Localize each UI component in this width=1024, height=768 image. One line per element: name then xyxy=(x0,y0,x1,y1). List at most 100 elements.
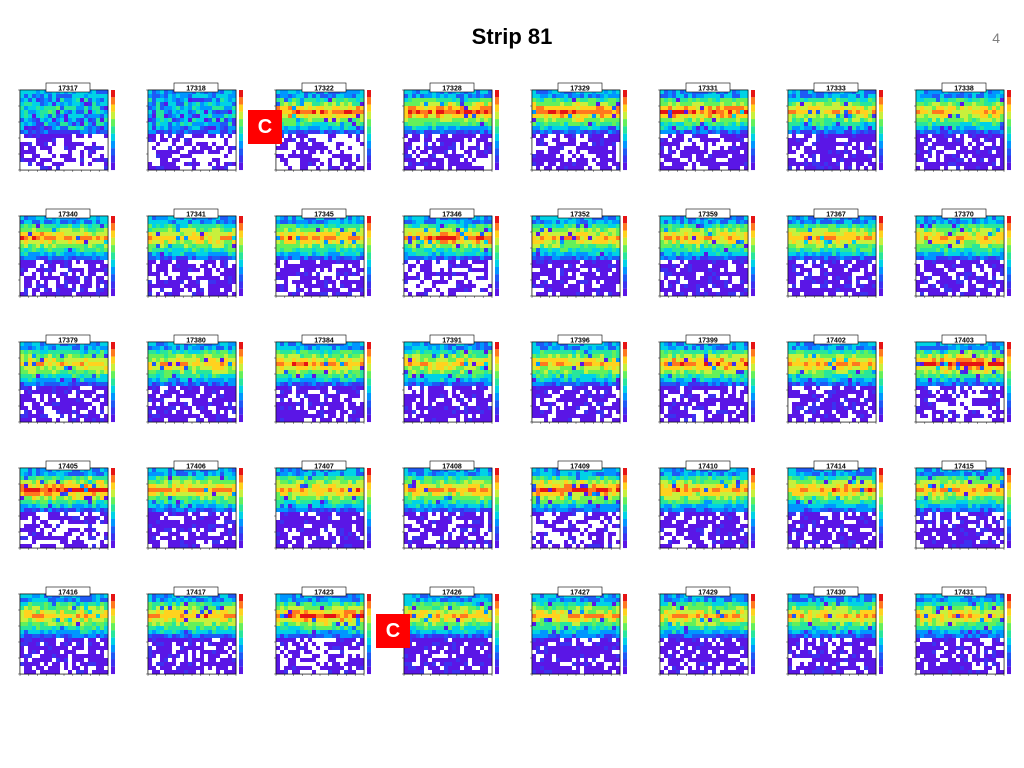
heatmap-cells xyxy=(20,468,109,549)
color-scale-bar xyxy=(751,342,755,423)
color-scale-bar xyxy=(1007,90,1011,171)
panel-title-box xyxy=(429,334,475,345)
panel-title: 17416 xyxy=(58,590,78,597)
heatmap-cells xyxy=(20,594,109,675)
panel-title: 17391 xyxy=(442,338,462,345)
panel-title-box xyxy=(941,208,987,219)
heatmap-cells xyxy=(660,594,749,675)
heatmap-cells xyxy=(148,594,237,675)
heatmap-svg: 17384 xyxy=(274,334,371,424)
heatmap-svg: 17367 xyxy=(786,208,883,298)
heatmap-cells xyxy=(20,342,109,423)
histogram-panel: 17346 xyxy=(396,206,508,306)
heatmap-cells xyxy=(788,342,877,423)
axis-ticks xyxy=(146,341,237,424)
histogram-panel: 17379 xyxy=(12,332,124,432)
axis-ticks xyxy=(402,341,493,424)
heatmap-cells xyxy=(20,216,109,297)
histogram-panel: 17423 xyxy=(268,584,380,684)
heatmap-svg: 17415 xyxy=(914,460,1011,550)
color-scale-bar xyxy=(111,216,115,297)
heatmap-svg: 17423 xyxy=(274,586,371,676)
panel-title: 17430 xyxy=(826,590,846,597)
heatmap-svg: 17406 xyxy=(146,460,243,550)
heatmap-svg: 17414 xyxy=(786,460,883,550)
heatmap-cells xyxy=(404,342,493,423)
histogram-panel: 17405 xyxy=(12,458,124,558)
panel-title-box xyxy=(685,586,731,597)
heatmap-svg: 17429 xyxy=(658,586,755,676)
heatmap-cells xyxy=(916,90,1005,171)
color-scale-bar xyxy=(367,216,371,297)
panel-title: 17403 xyxy=(954,338,974,345)
heatmap-cells xyxy=(532,468,621,549)
panel-title-box xyxy=(941,460,987,471)
heatmap-svg: 17403 xyxy=(914,334,1011,424)
heatmap-svg: 17359 xyxy=(658,208,755,298)
panel-title: 17329 xyxy=(570,86,590,93)
heatmap-svg: 17402 xyxy=(786,334,883,424)
histogram-panel: 17328 xyxy=(396,80,508,180)
panel-title: 17407 xyxy=(314,464,334,471)
heatmap-cells xyxy=(148,216,237,297)
histogram-panel: 17414 xyxy=(780,458,892,558)
panel-title-box xyxy=(813,208,859,219)
heatmap-svg: 17322 xyxy=(274,82,371,172)
color-scale-bar xyxy=(367,90,371,171)
panel-title: 17318 xyxy=(186,86,206,93)
panel-title: 17328 xyxy=(442,86,462,93)
panel-title: 17408 xyxy=(442,464,462,471)
axis-ticks xyxy=(658,593,749,676)
histogram-panel: 17396 xyxy=(524,332,636,432)
axis-ticks xyxy=(18,215,109,298)
axis-ticks xyxy=(146,593,237,676)
color-scale-bar xyxy=(239,216,243,297)
axis-ticks xyxy=(530,215,621,298)
histogram-panel: 17408 xyxy=(396,458,508,558)
panel-title: 17338 xyxy=(954,86,974,93)
histogram-panel: 17367 xyxy=(780,206,892,306)
panel-title-box xyxy=(429,82,475,93)
panel-title: 17345 xyxy=(314,212,334,219)
color-scale-bar xyxy=(751,216,755,297)
panel-title-box xyxy=(813,334,859,345)
histogram-panel: 17410 xyxy=(652,458,764,558)
heatmap-svg: 17328 xyxy=(402,82,499,172)
panel-title: 17402 xyxy=(826,338,846,345)
axis-ticks xyxy=(274,341,365,424)
color-scale-bar xyxy=(879,90,883,171)
heatmap-cells xyxy=(660,216,749,297)
heatmap-cells xyxy=(660,468,749,549)
axis-ticks xyxy=(18,341,109,424)
panel-title-box xyxy=(301,586,347,597)
heatmap-svg: 17417 xyxy=(146,586,243,676)
axis-ticks xyxy=(658,215,749,298)
heatmap-cells xyxy=(148,468,237,549)
axis-ticks xyxy=(914,89,1005,172)
histogram-panel: 17359 xyxy=(652,206,764,306)
axis-ticks xyxy=(658,341,749,424)
axis-ticks xyxy=(658,89,749,172)
heatmap-cells xyxy=(660,90,749,171)
color-scale-bar xyxy=(1007,342,1011,423)
panel-title: 17384 xyxy=(314,338,334,345)
panel-title-box xyxy=(813,586,859,597)
heatmap-svg: 17318 xyxy=(146,82,243,172)
panel-title: 17333 xyxy=(826,86,846,93)
heatmap-svg: 17391 xyxy=(402,334,499,424)
histogram-panel: 17317 xyxy=(12,80,124,180)
histogram-panel: 17340 xyxy=(12,206,124,306)
histogram-panel: 17406 xyxy=(140,458,252,558)
heatmap-svg: 17399 xyxy=(658,334,755,424)
histogram-panel: 17417 xyxy=(140,584,252,684)
heatmap-svg: 17346 xyxy=(402,208,499,298)
axis-ticks xyxy=(530,89,621,172)
heatmap-cells xyxy=(660,342,749,423)
histogram-panel: 17429 xyxy=(652,584,764,684)
heatmap-svg: 17416 xyxy=(18,586,115,676)
panel-title-box xyxy=(45,586,91,597)
heatmap-svg: 17409 xyxy=(530,460,627,550)
panel-title: 17340 xyxy=(58,212,78,219)
color-scale-bar xyxy=(879,468,883,549)
histogram-panel: 17431 xyxy=(908,584,1020,684)
